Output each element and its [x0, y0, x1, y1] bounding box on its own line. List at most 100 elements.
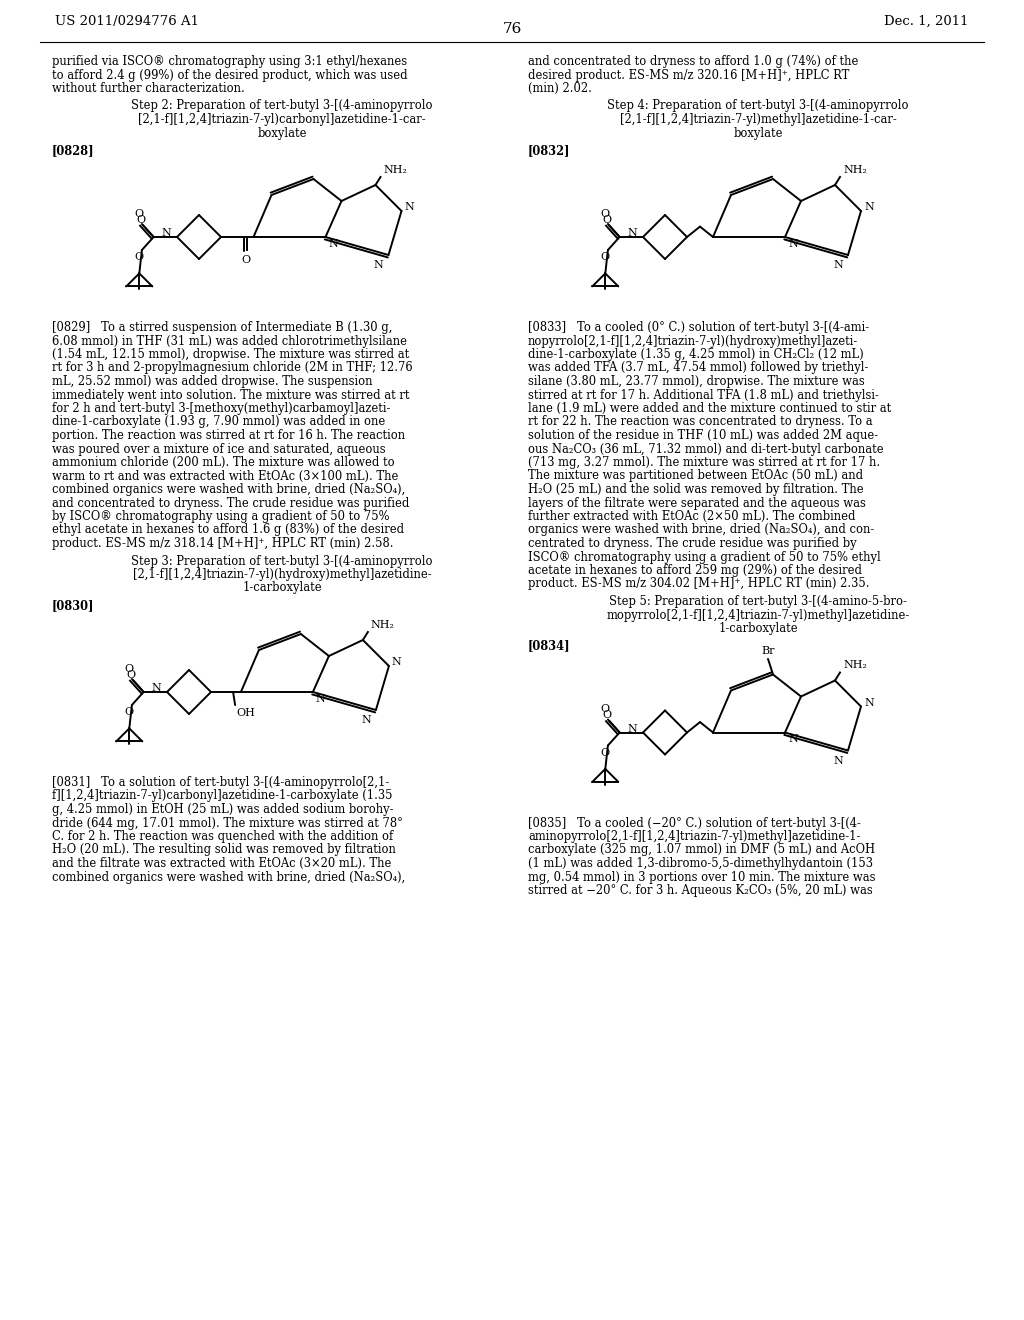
Text: Step 5: Preparation of tert-butyl 3-[(4-amino-5-bro-: Step 5: Preparation of tert-butyl 3-[(4-…	[609, 595, 907, 609]
Text: combined organics were washed with brine, dried (Na₂SO₄),: combined organics were washed with brine…	[52, 483, 406, 496]
Text: solution of the residue in THF (10 mL) was added 2M aque-: solution of the residue in THF (10 mL) w…	[528, 429, 879, 442]
Text: mopyrrolo[2,1-f][1,2,4]triazin-7-yl)methyl]azetidine-: mopyrrolo[2,1-f][1,2,4]triazin-7-yl)meth…	[606, 609, 909, 622]
Text: (min) 2.02.: (min) 2.02.	[528, 82, 592, 95]
Text: C. for 2 h. The reaction was quenched with the addition of: C. for 2 h. The reaction was quenched wi…	[52, 830, 393, 843]
Text: [0831]   To a solution of tert-butyl 3-[(4-aminopyrrolo[2,1-: [0831] To a solution of tert-butyl 3-[(4…	[52, 776, 389, 789]
Text: H₂O (25 mL) and the solid was removed by filtration. The: H₂O (25 mL) and the solid was removed by…	[528, 483, 863, 496]
Text: without further characterization.: without further characterization.	[52, 82, 245, 95]
Text: product. ES-MS m/z 318.14 [M+H]⁺, HPLC RT (min) 2.58.: product. ES-MS m/z 318.14 [M+H]⁺, HPLC R…	[52, 537, 393, 550]
Text: N: N	[864, 202, 873, 213]
Text: OH: OH	[237, 709, 255, 718]
Text: [0834]: [0834]	[528, 639, 570, 652]
Text: [0830]: [0830]	[52, 599, 94, 612]
Text: [0833]   To a cooled (0° C.) solution of tert-butyl 3-[(4-ami-: [0833] To a cooled (0° C.) solution of t…	[528, 321, 869, 334]
Text: H₂O (20 mL). The resulting solid was removed by filtration: H₂O (20 mL). The resulting solid was rem…	[52, 843, 396, 857]
Text: 1-carboxylate: 1-carboxylate	[718, 622, 798, 635]
Text: carboxylate (325 mg, 1.07 mmol) in DMF (5 mL) and AcOH: carboxylate (325 mg, 1.07 mmol) in DMF (…	[528, 843, 876, 857]
Text: (713 mg, 3.27 mmol). The mixture was stirred at rt for 17 h.: (713 mg, 3.27 mmol). The mixture was sti…	[528, 455, 880, 469]
Text: and concentrated to dryness. The crude residue was purified: and concentrated to dryness. The crude r…	[52, 496, 410, 510]
Text: O: O	[241, 255, 250, 264]
Text: N: N	[329, 239, 338, 249]
Text: aminopyrrolo[2,1-f][1,2,4]triazin-7-yl)methyl]azetidine-1-: aminopyrrolo[2,1-f][1,2,4]triazin-7-yl)m…	[528, 830, 860, 843]
Text: N: N	[834, 260, 843, 271]
Text: [2,1-f][1,2,4]triazin-7-yl)methyl]azetidine-1-car-: [2,1-f][1,2,4]triazin-7-yl)methyl]azetid…	[620, 114, 896, 125]
Text: for 2 h and tert-butyl 3-[methoxy(methyl)carbamoyl]azeti-: for 2 h and tert-butyl 3-[methoxy(methyl…	[52, 403, 390, 414]
Text: stirred at rt for 17 h. Additional TFA (1.8 mL) and triethylsi-: stirred at rt for 17 h. Additional TFA (…	[528, 388, 879, 401]
Text: [2,1-f][1,2,4]triazin-7-yl)carbonyl]azetidine-1-car-: [2,1-f][1,2,4]triazin-7-yl)carbonyl]azet…	[138, 114, 426, 125]
Text: Step 2: Preparation of tert-butyl 3-[(4-aminopyrrolo: Step 2: Preparation of tert-butyl 3-[(4-…	[131, 99, 433, 112]
Text: O: O	[124, 664, 133, 675]
Text: ammonium chloride (200 mL). The mixture was allowed to: ammonium chloride (200 mL). The mixture …	[52, 455, 394, 469]
Text: and concentrated to dryness to afford 1.0 g (74%) of the: and concentrated to dryness to afford 1.…	[528, 55, 858, 69]
Text: portion. The reaction was stirred at rt for 16 h. The reaction: portion. The reaction was stirred at rt …	[52, 429, 406, 442]
Text: and the filtrate was extracted with EtOAc (3×20 mL). The: and the filtrate was extracted with EtOA…	[52, 857, 391, 870]
Text: immediately went into solution. The mixture was stirred at rt: immediately went into solution. The mixt…	[52, 388, 410, 401]
Text: rt for 3 h and 2-propylmagnesium chloride (2M in THF; 12.76: rt for 3 h and 2-propylmagnesium chlorid…	[52, 362, 413, 375]
Text: ous Na₂CO₃ (36 mL, 71.32 mmol) and di-tert-butyl carbonate: ous Na₂CO₃ (36 mL, 71.32 mmol) and di-te…	[528, 442, 884, 455]
Text: 76: 76	[503, 22, 521, 36]
Text: stirred at −20° C. for 3 h. Aqueous K₂CO₃ (5%, 20 mL) was: stirred at −20° C. for 3 h. Aqueous K₂CO…	[528, 884, 872, 898]
Text: by ISCO® chromatography using a gradient of 50 to 75%: by ISCO® chromatography using a gradient…	[52, 510, 389, 523]
Text: 6.08 mmol) in THF (31 mL) was added chlorotrimethylsilane: 6.08 mmol) in THF (31 mL) was added chlo…	[52, 334, 407, 347]
Text: O: O	[134, 209, 143, 219]
Text: O: O	[136, 215, 145, 224]
Text: product. ES-MS m/z 304.02 [M+H]⁺, HPLC RT (min) 2.35.: product. ES-MS m/z 304.02 [M+H]⁺, HPLC R…	[528, 578, 869, 590]
Text: was poured over a mixture of ice and saturated, aqueous: was poured over a mixture of ice and sat…	[52, 442, 386, 455]
Text: layers of the filtrate were separated and the aqueous was: layers of the filtrate were separated an…	[528, 496, 866, 510]
Text: nopyrrolo[2,1-f][1,2,4]triazin-7-yl)(hydroxy)methyl]azeti-: nopyrrolo[2,1-f][1,2,4]triazin-7-yl)(hyd…	[528, 334, 858, 347]
Text: O: O	[134, 252, 143, 261]
Text: combined organics were washed with brine, dried (Na₂SO₄),: combined organics were washed with brine…	[52, 870, 406, 883]
Text: purified via ISCO® chromatography using 3:1 ethyl/hexanes: purified via ISCO® chromatography using …	[52, 55, 408, 69]
Text: O: O	[600, 209, 609, 219]
Text: [0835]   To a cooled (−20° C.) solution of tert-butyl 3-[(4-: [0835] To a cooled (−20° C.) solution of…	[528, 817, 861, 829]
Text: ISCO® chromatography using a gradient of 50 to 75% ethyl: ISCO® chromatography using a gradient of…	[528, 550, 881, 564]
Text: O: O	[602, 215, 611, 224]
Text: N: N	[834, 755, 843, 766]
Text: [2,1-f][1,2,4]triazin-7-yl)(hydroxy)methyl]azetidine-: [2,1-f][1,2,4]triazin-7-yl)(hydroxy)meth…	[133, 568, 431, 581]
Text: N: N	[361, 715, 371, 725]
Text: N: N	[628, 723, 637, 734]
Text: silane (3.80 mL, 23.77 mmol), dropwise. The mixture was: silane (3.80 mL, 23.77 mmol), dropwise. …	[528, 375, 864, 388]
Text: Br: Br	[761, 645, 775, 656]
Text: was added TFA (3.7 mL, 47.54 mmol) followed by triethyl-: was added TFA (3.7 mL, 47.54 mmol) follo…	[528, 362, 868, 375]
Text: desired product. ES-MS m/z 320.16 [M+H]⁺, HPLC RT: desired product. ES-MS m/z 320.16 [M+H]⁺…	[528, 69, 849, 82]
Text: further extracted with EtOAc (2×50 mL). The combined: further extracted with EtOAc (2×50 mL). …	[528, 510, 855, 523]
Text: warm to rt and was extracted with EtOAc (3×100 mL). The: warm to rt and was extracted with EtOAc …	[52, 470, 398, 483]
Text: [0828]: [0828]	[52, 144, 94, 157]
Text: dine-1-carboxylate (1.35 g, 4.25 mmol) in CH₂Cl₂ (12 mL): dine-1-carboxylate (1.35 g, 4.25 mmol) i…	[528, 348, 864, 360]
Text: dine-1-carboxylate (1.93 g, 7.90 mmol) was added in one: dine-1-carboxylate (1.93 g, 7.90 mmol) w…	[52, 416, 385, 429]
Text: N: N	[788, 239, 798, 249]
Text: N: N	[161, 228, 171, 238]
Text: rt for 22 h. The reaction was concentrated to dryness. To a: rt for 22 h. The reaction was concentrat…	[528, 416, 872, 429]
Text: (1 mL) was added 1,3-dibromo-5,5-dimethylhydantoin (153: (1 mL) was added 1,3-dibromo-5,5-dimethy…	[528, 857, 873, 870]
Text: [0832]: [0832]	[528, 144, 570, 157]
Text: N: N	[864, 697, 873, 708]
Text: lane (1.9 mL) were added and the mixture continued to stir at: lane (1.9 mL) were added and the mixture…	[528, 403, 891, 414]
Text: dride (644 mg, 17.01 mmol). The mixture was stirred at 78°: dride (644 mg, 17.01 mmol). The mixture …	[52, 817, 402, 829]
Text: N: N	[152, 682, 161, 693]
Text: acetate in hexanes to afford 259 mg (29%) of the desired: acetate in hexanes to afford 259 mg (29%…	[528, 564, 862, 577]
Text: centrated to dryness. The crude residue was purified by: centrated to dryness. The crude residue …	[528, 537, 857, 550]
Text: NH₂: NH₂	[843, 660, 867, 671]
Text: NH₂: NH₂	[384, 165, 408, 176]
Text: N: N	[404, 202, 415, 213]
Text: O: O	[126, 671, 135, 680]
Text: US 2011/0294776 A1: US 2011/0294776 A1	[55, 15, 199, 28]
Text: Dec. 1, 2011: Dec. 1, 2011	[884, 15, 968, 28]
Text: O: O	[600, 705, 609, 714]
Text: N: N	[628, 228, 637, 238]
Text: NH₂: NH₂	[843, 165, 867, 176]
Text: g, 4.25 mmol) in EtOH (25 mL) was added sodium borohy-: g, 4.25 mmol) in EtOH (25 mL) was added …	[52, 803, 393, 816]
Text: ethyl acetate in hexanes to afford 1.6 g (83%) of the desired: ethyl acetate in hexanes to afford 1.6 g…	[52, 524, 404, 536]
Text: boxylate: boxylate	[733, 127, 782, 140]
Text: f][1,2,4]triazin-7-yl)carbonyl]azetidine-1-carboxylate (1.35: f][1,2,4]triazin-7-yl)carbonyl]azetidine…	[52, 789, 392, 803]
Text: Step 4: Preparation of tert-butyl 3-[(4-aminopyrrolo: Step 4: Preparation of tert-butyl 3-[(4-…	[607, 99, 908, 112]
Text: N: N	[315, 694, 326, 704]
Text: organics were washed with brine, dried (Na₂SO₄), and con-: organics were washed with brine, dried (…	[528, 524, 874, 536]
Text: O: O	[600, 252, 609, 261]
Text: O: O	[124, 708, 133, 717]
Text: O: O	[600, 747, 609, 758]
Text: N: N	[788, 734, 798, 744]
Text: [0829]   To a stirred suspension of Intermediate B (1.30 g,: [0829] To a stirred suspension of Interm…	[52, 321, 392, 334]
Text: 1-carboxylate: 1-carboxylate	[243, 582, 322, 594]
